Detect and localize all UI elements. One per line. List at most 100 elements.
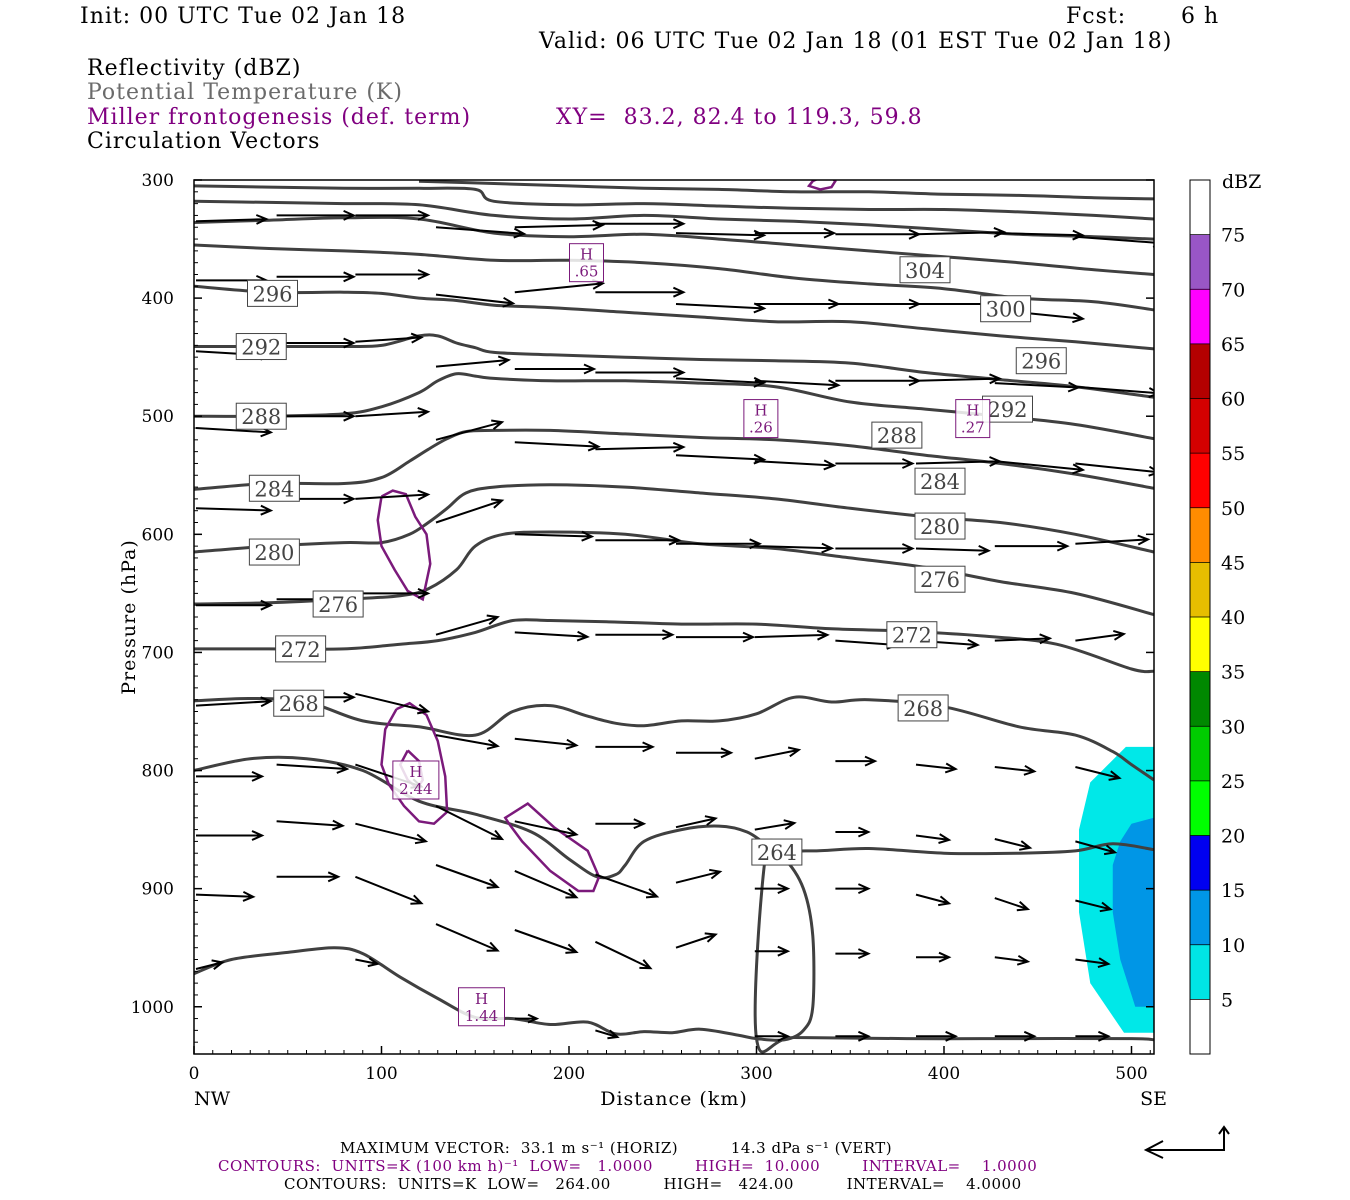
circulation-vector	[915, 762, 959, 774]
theta-label: 288	[877, 424, 917, 448]
circulation-vector	[195, 214, 269, 225]
reflectivity-region-10dbz	[1112, 817, 1154, 1007]
frontogenesis-contour	[806, 180, 837, 191]
circulation-vector	[676, 747, 734, 759]
theta-label-box	[247, 279, 298, 307]
x-tick-label: 100	[365, 1064, 397, 1084]
frontogenesis-high-box	[458, 987, 505, 1027]
theta-line-296	[194, 284, 1154, 351]
frontogenesis-high-box	[569, 243, 604, 283]
colorbar-level-label: 65	[1221, 334, 1245, 356]
circulation-vector	[994, 229, 1086, 241]
theta-line-284	[194, 428, 1154, 491]
valid-time: Valid: 06 UTC Tue 02 Jan 18 (01 EST Tue …	[539, 29, 1173, 54]
circulation-vector	[835, 883, 871, 895]
circulation-vector	[1075, 840, 1118, 856]
theta-contours	[194, 180, 1154, 1054]
colorbar-level-label: 60	[1221, 389, 1245, 411]
circulation-vector	[514, 869, 579, 899]
circulation-vector	[514, 219, 606, 231]
circulation-vector	[355, 332, 424, 344]
cross-section-endpoints: XY= 83.2, 82.4 to 119.3, 59.8	[556, 105, 923, 130]
colorbar-segment	[1190, 453, 1210, 508]
y-tick-label: 1000	[131, 998, 174, 1018]
theta-label-box	[273, 689, 325, 717]
colorbar-segment	[1190, 999, 1210, 1054]
frontogenesis-high-box	[392, 760, 440, 800]
circulation-vector	[675, 376, 767, 388]
colorbar-level-label: 70	[1221, 279, 1245, 301]
colorbar-segment	[1190, 180, 1210, 235]
circulation-vector	[435, 923, 500, 952]
circulation-vector	[514, 440, 601, 452]
theta-label-box	[235, 402, 287, 430]
circulation-vector	[435, 355, 512, 368]
frontogenesis-high-marker: H	[475, 990, 488, 1008]
circulation-vector	[1075, 235, 1154, 248]
theta-label: 292	[987, 398, 1027, 422]
max-vector-key-arrow	[1143, 1125, 1230, 1159]
circulation-vector	[435, 805, 505, 841]
circulation-vector	[754, 819, 797, 831]
circulation-vector	[675, 302, 767, 314]
frontogenesis-contour-info: CONTOURS: UNITS=K (100 km h)⁻¹ LOW= 1.00…	[218, 1157, 1038, 1175]
frontogenesis-contour	[380, 701, 449, 826]
circulation-vector	[915, 893, 952, 907]
circulation-vector	[435, 734, 500, 750]
colorbar-segment	[1190, 726, 1210, 781]
y-tick-label: 800	[142, 762, 174, 782]
circulation-vector	[754, 298, 841, 310]
theta-label: 276	[920, 568, 960, 592]
circulation-vector	[675, 815, 718, 829]
circulation-vector	[595, 818, 647, 830]
circulation-vector	[754, 542, 835, 554]
circulation-vector	[994, 633, 1053, 645]
y-tick-label: 300	[142, 171, 174, 191]
colorbar-segment	[1190, 507, 1210, 563]
circulation-vector	[1075, 766, 1122, 781]
x-end-right-label: SE	[1140, 1088, 1167, 1110]
x-tick-label: 0	[189, 1064, 200, 1084]
theta-label-box	[886, 621, 938, 649]
colorbar-segment	[1190, 343, 1210, 399]
theta-label: 276	[318, 593, 358, 617]
x-tick-label: 500	[1115, 1064, 1147, 1084]
circulation-vector	[355, 875, 424, 905]
theta-label: 272	[281, 638, 321, 662]
theta-label: 292	[241, 336, 281, 360]
colorbar-frame	[1189, 179, 1211, 1055]
circulation-vector	[514, 1013, 540, 1024]
theta-label-box	[897, 694, 949, 722]
theta-line-268	[194, 755, 1154, 880]
theta-label: 268	[903, 697, 943, 721]
title-reflectivity: Reflectivity (dBZ)	[87, 56, 302, 81]
reflectivity-fill	[1079, 746, 1154, 1033]
circulation-vector	[1075, 534, 1151, 546]
circulation-vector	[835, 458, 915, 469]
colorbar-level-label: 55	[1221, 443, 1245, 465]
circulation-vector	[835, 948, 871, 960]
init-time: Init: 00 UTC Tue 02 Jan 18	[80, 4, 407, 29]
circulation-vector	[595, 1029, 620, 1040]
circulation-vector	[514, 530, 595, 542]
circulation-vector	[835, 755, 878, 767]
theta-line-288	[194, 372, 1154, 441]
circulation-vector	[355, 406, 431, 418]
contour-labels: 2962922882842802762722683043002962922882…	[235, 243, 1067, 1027]
theta-line-312	[194, 184, 1154, 221]
circulation-vector	[1075, 629, 1127, 642]
circulation-vector	[195, 696, 274, 708]
circulation-vector	[1075, 1030, 1111, 1042]
y-tick-label: 700	[142, 643, 174, 663]
colorbar-level-label: 30	[1221, 716, 1245, 738]
circulation-vector	[835, 228, 922, 240]
circulation-vector	[355, 957, 380, 968]
colorbar-segment	[1190, 398, 1210, 454]
circulation-vector	[195, 891, 256, 902]
circulation-vector	[514, 820, 579, 838]
colorbar-level-label: 20	[1221, 826, 1245, 848]
colorbar-segment	[1190, 234, 1210, 290]
y-tick-label: 400	[142, 289, 174, 309]
circulation-vector	[514, 929, 579, 954]
